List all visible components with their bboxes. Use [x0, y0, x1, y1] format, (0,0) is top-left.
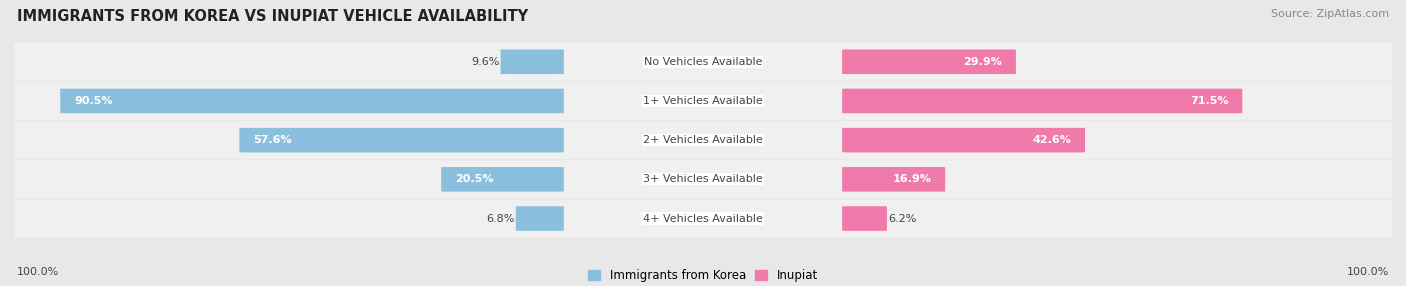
- Text: IMMIGRANTS FROM KOREA VS INUPIAT VEHICLE AVAILABILITY: IMMIGRANTS FROM KOREA VS INUPIAT VEHICLE…: [17, 9, 529, 23]
- Text: 4+ Vehicles Available: 4+ Vehicles Available: [643, 214, 763, 224]
- Text: 1+ Vehicles Available: 1+ Vehicles Available: [643, 96, 763, 106]
- Text: 57.6%: 57.6%: [253, 135, 291, 145]
- Legend: Immigrants from Korea, Inupiat: Immigrants from Korea, Inupiat: [583, 264, 823, 286]
- Text: 6.8%: 6.8%: [486, 214, 515, 224]
- Text: Source: ZipAtlas.com: Source: ZipAtlas.com: [1271, 9, 1389, 19]
- FancyBboxPatch shape: [14, 82, 1392, 120]
- Text: 100.0%: 100.0%: [1347, 267, 1389, 277]
- FancyBboxPatch shape: [14, 43, 1392, 81]
- FancyBboxPatch shape: [239, 128, 564, 152]
- Text: 100.0%: 100.0%: [17, 267, 59, 277]
- FancyBboxPatch shape: [842, 206, 887, 231]
- FancyBboxPatch shape: [14, 200, 1392, 238]
- FancyBboxPatch shape: [60, 89, 564, 113]
- FancyBboxPatch shape: [14, 160, 1392, 198]
- FancyBboxPatch shape: [501, 49, 564, 74]
- Text: 2+ Vehicles Available: 2+ Vehicles Available: [643, 135, 763, 145]
- Text: 6.2%: 6.2%: [889, 214, 917, 224]
- FancyBboxPatch shape: [14, 121, 1392, 159]
- Text: 20.5%: 20.5%: [456, 174, 494, 184]
- Text: 3+ Vehicles Available: 3+ Vehicles Available: [643, 174, 763, 184]
- FancyBboxPatch shape: [441, 167, 564, 192]
- Text: 90.5%: 90.5%: [75, 96, 112, 106]
- FancyBboxPatch shape: [842, 128, 1085, 152]
- FancyBboxPatch shape: [842, 167, 945, 192]
- Text: 29.9%: 29.9%: [963, 57, 1002, 67]
- Text: 42.6%: 42.6%: [1032, 135, 1071, 145]
- FancyBboxPatch shape: [516, 206, 564, 231]
- FancyBboxPatch shape: [842, 89, 1243, 113]
- Text: 16.9%: 16.9%: [893, 174, 931, 184]
- Text: 71.5%: 71.5%: [1189, 96, 1229, 106]
- Text: 9.6%: 9.6%: [471, 57, 499, 67]
- FancyBboxPatch shape: [842, 49, 1017, 74]
- Text: No Vehicles Available: No Vehicles Available: [644, 57, 762, 67]
